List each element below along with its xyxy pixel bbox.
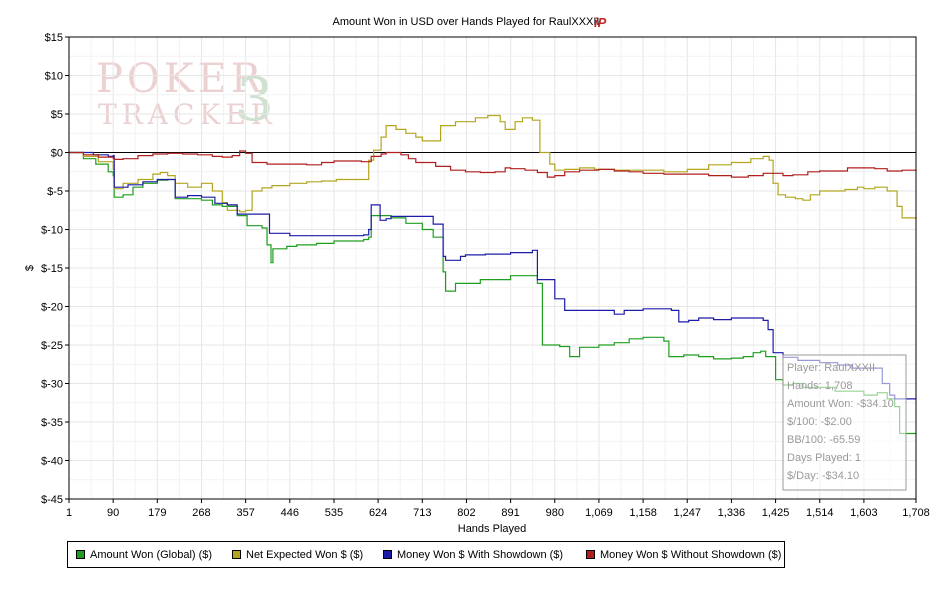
tooltip-per-day: $/Day: -$34.10: [787, 470, 859, 482]
x-tick-label: 357: [236, 507, 254, 519]
chart-title: Amount Won in USD over Hands Played for …: [333, 16, 600, 28]
y-tick-label: $-35: [41, 417, 63, 429]
series-line-3: [69, 151, 916, 400]
legend-label: Money Won $ Without Showdown ($): [600, 549, 782, 561]
y-tick-label: $-20: [41, 302, 63, 314]
x-tick-label: 802: [457, 507, 475, 519]
tracker-logo-icon: iP: [594, 15, 607, 30]
y-tick-label: $-30: [41, 379, 63, 391]
x-tick-label: 980: [546, 507, 564, 519]
series-line-1: [69, 151, 916, 435]
x-tick-label: 90: [107, 507, 119, 519]
y-tick-label: $0: [51, 148, 63, 160]
x-tick-label: 1,069: [585, 507, 613, 519]
tracker-logo-text: iP: [594, 15, 607, 30]
legend-item-1[interactable]: Amount Won (Global) ($): [76, 549, 212, 561]
x-tick-label: 1,514: [806, 507, 834, 519]
x-tick-label: 713: [413, 507, 431, 519]
legend-item-2[interactable]: Net Expected Won $ ($): [232, 549, 363, 561]
tooltip-hands: Hands: 1,708: [787, 380, 852, 392]
x-tick-label: 1: [66, 507, 72, 519]
y-tick-label: $5: [51, 109, 63, 121]
series-line-2: [69, 114, 917, 220]
x-tick-label: 1,336: [718, 507, 746, 519]
y-tick-label: $15: [45, 32, 63, 44]
y-axis-ticks: $15 $10 $5 $0 $-5 $-10 $-15 $-20 $-25 $-30 $-35 $-4…: [41, 32, 69, 506]
y-tick-label: $10: [45, 71, 63, 83]
hover-tooltip: Player: RaulXXXII Hands: 1,708 Amount Wo…: [782, 354, 907, 491]
tooltip-player: Player: RaulXXXII: [787, 362, 875, 374]
x-tick-label: 1,603: [850, 507, 878, 519]
legend-label: Money Won $ With Showdown ($): [397, 549, 564, 561]
pokertracker-watermark: POKER TRACKER 3: [96, 56, 274, 135]
legend-label: Net Expected Won $ ($): [246, 549, 364, 561]
y-tick-label: $-45: [41, 494, 63, 506]
x-tick-label: 268: [192, 507, 210, 519]
x-tick-label: 1,247: [673, 507, 701, 519]
y-tick-label: $-40: [41, 456, 63, 468]
x-tick-label: 891: [501, 507, 519, 519]
x-axis-title: Hands Played: [458, 523, 527, 535]
legend-swatch: [383, 549, 392, 559]
x-axis-ticks: 1 90 179 268 357 446 535 624 713 802 891 980 1,069 1,…: [66, 499, 930, 519]
legend-swatch: [232, 549, 241, 559]
series-line-4: [69, 150, 917, 178]
tooltip-bb100: BB/100: -65.59: [787, 434, 860, 446]
x-tick-label: 535: [325, 507, 343, 519]
y-tick-label: $-10: [41, 225, 63, 237]
x-tick-label: 624: [369, 507, 387, 519]
legend-swatch: [76, 549, 85, 559]
legend-item-3[interactable]: Money Won $ With Showdown ($): [383, 549, 563, 561]
tooltip-days-played: Days Played: 1: [787, 452, 861, 464]
legend-label: Amount Won (Global) ($): [90, 549, 213, 561]
tooltip-amount-won: Amount Won: -$34.10: [787, 398, 894, 410]
x-tick-label: 1,708: [902, 507, 930, 519]
y-tick-label: $-5: [47, 186, 63, 198]
x-tick-label: 446: [281, 507, 299, 519]
x-tick-label: 1,425: [762, 507, 790, 519]
y-tick-label: $-15: [41, 263, 63, 275]
tooltip-box: [782, 354, 907, 491]
legend-item-4[interactable]: Money Won $ Without Showdown ($): [586, 549, 781, 561]
y-axis-title: $: [24, 265, 36, 271]
y-tick-label: $-25: [41, 340, 63, 352]
chart-legend: Amount Won (Global) ($) Net Expected Won …: [67, 541, 785, 568]
x-tick-label: 179: [148, 507, 166, 519]
legend-swatch: [586, 549, 595, 559]
x-tick-label: 1,158: [629, 507, 657, 519]
tooltip-per100: $/100: -$2.00: [787, 416, 852, 428]
series-lines: [69, 114, 917, 435]
